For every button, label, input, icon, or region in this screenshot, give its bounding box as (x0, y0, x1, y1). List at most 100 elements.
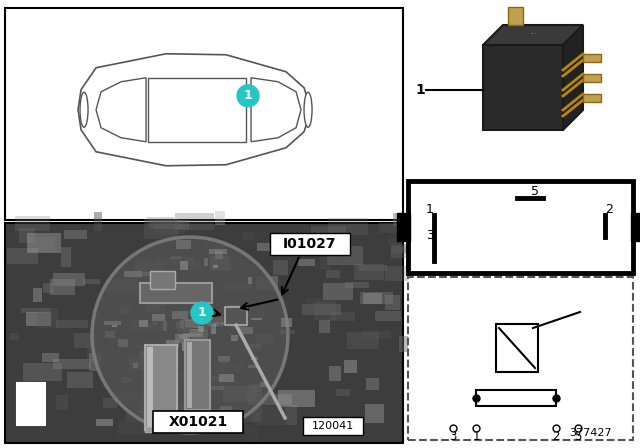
Bar (130, 323, 167, 331)
Bar (180, 262, 188, 270)
Bar (118, 339, 127, 347)
Bar (280, 330, 295, 334)
Bar (328, 218, 368, 235)
Bar (195, 290, 212, 300)
Bar (262, 394, 292, 405)
Bar (251, 345, 274, 362)
Bar (177, 372, 205, 379)
Polygon shape (483, 25, 583, 45)
Bar (408, 181, 633, 273)
Bar (150, 220, 189, 229)
Bar (220, 406, 232, 416)
Text: 1: 1 (415, 83, 425, 97)
Bar (42, 353, 59, 362)
Bar (248, 277, 252, 284)
Bar (145, 302, 165, 313)
Bar (124, 271, 142, 276)
Bar (56, 320, 88, 328)
Bar (388, 238, 402, 244)
Bar (209, 386, 224, 390)
Bar (193, 362, 205, 365)
Bar (380, 223, 417, 233)
Bar (28, 233, 61, 253)
Bar (231, 320, 246, 327)
Bar (375, 311, 401, 320)
Polygon shape (96, 78, 146, 142)
Bar (152, 314, 164, 321)
Circle shape (92, 237, 288, 433)
Bar (166, 278, 175, 280)
Bar (207, 322, 218, 326)
Bar (139, 320, 148, 327)
Bar (35, 415, 42, 421)
Bar (177, 405, 194, 415)
Bar (147, 347, 153, 428)
Text: 3: 3 (426, 228, 434, 241)
Bar (209, 256, 230, 271)
Bar (175, 212, 214, 230)
Bar (115, 391, 138, 401)
Bar (189, 333, 203, 336)
Text: 120041: 120041 (312, 421, 354, 431)
Bar (360, 292, 394, 304)
Bar (186, 258, 201, 270)
Bar (121, 376, 132, 383)
Bar (26, 311, 51, 326)
Bar (180, 241, 200, 248)
Bar (22, 389, 39, 399)
Bar (311, 226, 346, 235)
Bar (303, 417, 363, 435)
Bar (141, 272, 150, 276)
Bar (191, 329, 209, 339)
Circle shape (237, 85, 259, 107)
Bar (385, 295, 400, 310)
Text: 1: 1 (198, 306, 206, 319)
Bar (43, 283, 53, 293)
Bar (154, 220, 186, 234)
Bar (94, 211, 102, 231)
Bar (189, 330, 204, 333)
Bar (189, 329, 197, 333)
Bar (129, 357, 160, 371)
Bar (211, 363, 244, 372)
Bar (209, 250, 227, 254)
Bar (179, 334, 188, 339)
Polygon shape (148, 78, 246, 142)
Bar (215, 313, 223, 321)
Bar (408, 8, 633, 180)
Text: 2: 2 (552, 430, 560, 443)
Bar (52, 359, 91, 369)
Bar (145, 401, 157, 409)
Bar (21, 308, 51, 313)
Bar (249, 333, 287, 351)
Bar (397, 213, 410, 241)
Bar (213, 342, 222, 349)
Bar (141, 400, 179, 418)
Bar (67, 372, 93, 388)
Bar (119, 307, 128, 313)
Bar (260, 382, 269, 388)
Bar (155, 258, 195, 265)
Bar (327, 246, 363, 265)
Bar (126, 410, 156, 422)
Circle shape (191, 302, 213, 324)
Bar (179, 295, 193, 300)
Bar (232, 402, 260, 422)
Bar (270, 233, 350, 255)
Bar (217, 379, 234, 390)
Bar (223, 282, 252, 291)
Bar (20, 395, 42, 417)
Bar (364, 293, 382, 304)
Bar (118, 422, 146, 435)
Bar (358, 265, 387, 271)
Bar (33, 288, 42, 302)
Bar (344, 360, 357, 373)
Bar (198, 327, 204, 332)
Bar (200, 319, 213, 321)
Bar (326, 239, 344, 246)
Bar (305, 298, 336, 306)
Polygon shape (563, 25, 583, 130)
Bar (215, 251, 223, 259)
Bar (220, 322, 225, 325)
Bar (134, 341, 158, 349)
